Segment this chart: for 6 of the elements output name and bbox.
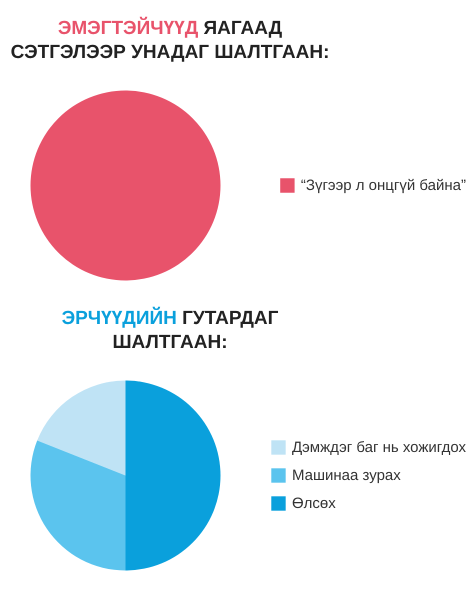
chart-title: ЭРЧҮҮДИЙН ГУТАРДАГ ШАЛТГААН: (60, 307, 280, 355)
chart-title: ЭМЭГТЭЙЧҮҮД ЯАГААД СЭТГЭЛЭЭР УНАДАГ ШАЛТГААН: (10, 17, 330, 65)
legend-label: Машинаа зурах (292, 466, 401, 484)
legend-label: Дэмждэг баг нь хожигдох (292, 438, 466, 456)
legend-label: Өлсөх (292, 494, 336, 512)
legend-label: “Зүгээр л онцгүй байна” (300, 176, 466, 194)
